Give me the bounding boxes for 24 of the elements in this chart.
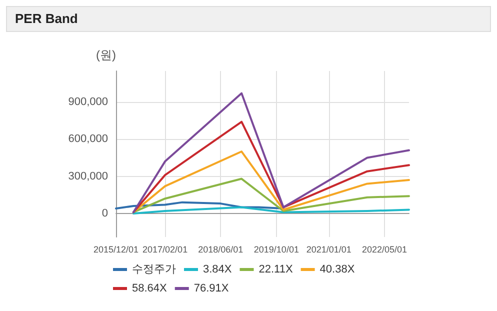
x-tick-label: 2019/10/01 [254,244,299,254]
legend-label: 58.64X [132,282,168,294]
y-tick-label: 900,000 [68,96,108,108]
y-tick-label: 600,000 [68,133,108,146]
x-tick-label: 2022/05/01 [362,244,407,254]
y-tick-label: 300,000 [68,170,108,182]
line-series [132,178,410,214]
line-series [132,120,410,214]
x-tick-label: 2015/12/01 [93,244,139,254]
legend-label: 40.38X [320,264,356,276]
line-series [132,150,410,214]
x-tick-label: 2017/02/01 [142,244,188,254]
legend-label: 3.84X [203,264,232,276]
line-series [132,92,410,214]
legend-label: 22.11X [258,264,294,276]
x-tick-label: 2018/06/01 [198,244,244,254]
x-tick-label: 2021/01/01 [306,244,352,254]
y-tick-label: 0 [102,207,108,220]
chart-title: PER Band [6,6,491,32]
line-series [115,201,284,210]
line-series [132,206,410,214]
legend-label: 76.91X [194,282,230,294]
y-axis-title: (원) [96,48,116,62]
legend-label: 수정주가 [132,264,176,276]
